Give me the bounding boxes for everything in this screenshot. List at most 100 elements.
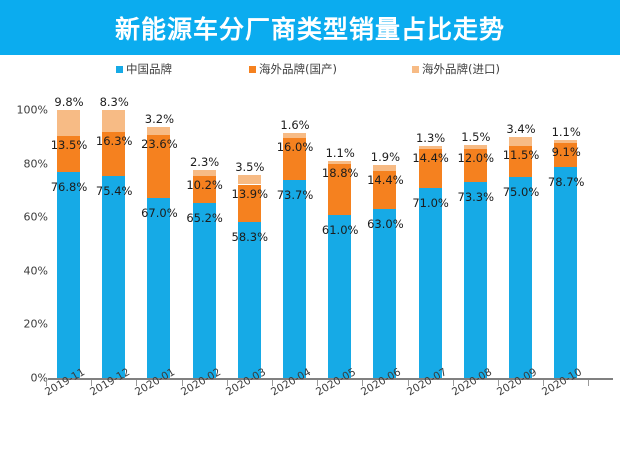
bar-group[interactable] bbox=[328, 110, 352, 378]
data-label-china: 73.3% bbox=[457, 189, 495, 204]
bar-segment-overseas-import[interactable] bbox=[509, 137, 532, 147]
bar-group[interactable] bbox=[237, 110, 261, 378]
bar-segment-overseas-import[interactable] bbox=[57, 109, 80, 136]
bar-segment-overseas-import[interactable] bbox=[192, 169, 216, 176]
bar-segment-china[interactable] bbox=[57, 172, 80, 378]
x-tick bbox=[136, 380, 138, 386]
data-label-overseas-domestic: 14.4% bbox=[412, 151, 449, 166]
bar-segment-overseas-import[interactable] bbox=[373, 165, 397, 171]
bar-segment-overseas-domestic[interactable] bbox=[554, 142, 578, 168]
bar-group[interactable] bbox=[554, 110, 578, 378]
bar-segment-overseas-domestic[interactable] bbox=[102, 132, 126, 176]
data-label-china: 61.0% bbox=[321, 222, 359, 237]
bar-segment-overseas-domestic[interactable] bbox=[373, 170, 397, 210]
bar-segment-overseas-domestic[interactable] bbox=[283, 137, 306, 181]
bar-segment-overseas-import[interactable] bbox=[147, 126, 171, 136]
legend-item-1[interactable]: 海外品牌(国产) bbox=[249, 60, 337, 78]
x-tick bbox=[543, 380, 545, 386]
data-label-china: 75.4% bbox=[95, 183, 133, 198]
bar-segment-overseas-domestic[interactable] bbox=[463, 149, 487, 182]
bar-segment-china[interactable] bbox=[328, 214, 352, 378]
data-label-china: 73.7% bbox=[276, 188, 314, 203]
bar-segment-overseas-domestic[interactable] bbox=[418, 149, 442, 188]
x-tick bbox=[362, 380, 364, 386]
x-tick bbox=[226, 380, 228, 386]
legend-item-0[interactable]: 中国品牌 bbox=[116, 60, 172, 78]
bar-segment-overseas-domestic[interactable] bbox=[237, 184, 261, 222]
legend-label: 海外品牌(国产) bbox=[259, 62, 337, 76]
data-label-overseas-import: 2.3% bbox=[189, 154, 220, 169]
title-banner: 新能源车分厂商类型销量占比走势 bbox=[0, 0, 620, 55]
x-tick bbox=[317, 380, 319, 386]
bar-segment-china[interactable] bbox=[463, 181, 487, 378]
data-label-overseas-domestic: 12.0% bbox=[457, 151, 495, 166]
data-label-china: 63.0% bbox=[367, 217, 404, 232]
bar-segment-overseas-import[interactable] bbox=[237, 175, 261, 185]
x-tick bbox=[181, 380, 183, 386]
x-tick bbox=[45, 380, 47, 386]
bar-segment-overseas-import[interactable] bbox=[463, 145, 487, 150]
bar-segment-china[interactable] bbox=[237, 221, 261, 378]
bar-group[interactable] bbox=[147, 110, 171, 378]
bar-segment-overseas-domestic[interactable] bbox=[147, 135, 171, 199]
bar-group[interactable] bbox=[57, 109, 80, 378]
y-tick-label: 40% bbox=[23, 264, 48, 278]
bar-segment-overseas-import[interactable] bbox=[328, 161, 352, 165]
bar-segment-overseas-domestic[interactable] bbox=[192, 175, 216, 204]
y-axis: 0% 20% 40% 60% 80% 100% bbox=[0, 0, 48, 465]
data-label-china: 67.0% bbox=[141, 206, 178, 221]
x-tick bbox=[497, 380, 499, 386]
data-label-overseas-domestic: 9.1% bbox=[551, 144, 581, 159]
bar-group[interactable] bbox=[283, 110, 306, 378]
chart-legend: 中国品牌 海外品牌(国产) 海外品牌(进口) bbox=[0, 60, 620, 78]
legend-item-2[interactable]: 海外品牌(进口) bbox=[412, 60, 500, 78]
data-label-overseas-domestic: 10.2% bbox=[186, 177, 223, 192]
data-label-overseas-domestic: 14.4% bbox=[367, 172, 404, 187]
data-label-china: 76.8% bbox=[50, 180, 88, 195]
data-label-overseas-domestic: 18.8% bbox=[321, 166, 359, 181]
legend-label: 中国品牌 bbox=[126, 62, 172, 76]
legend-label: 海外品牌(进口) bbox=[422, 62, 500, 76]
bar-segment-overseas-domestic[interactable] bbox=[328, 164, 352, 215]
bar-segment-china[interactable] bbox=[509, 177, 532, 378]
bar-group[interactable] bbox=[192, 110, 216, 378]
bar-segment-overseas-import[interactable] bbox=[283, 133, 306, 138]
bar-segment-overseas-import[interactable] bbox=[102, 110, 126, 133]
bar-group[interactable] bbox=[509, 110, 532, 378]
data-label-overseas-domestic: 23.6% bbox=[141, 137, 178, 152]
bar-segment-china[interactable] bbox=[283, 180, 306, 378]
data-label-overseas-import: 1.6% bbox=[280, 118, 310, 133]
data-label-china: 65.2% bbox=[186, 211, 223, 226]
data-label-overseas-domestic: 13.5% bbox=[50, 137, 88, 152]
data-label-overseas-import: 1.9% bbox=[370, 150, 400, 165]
bar-segment-overseas-import[interactable] bbox=[418, 145, 442, 150]
bar-group[interactable] bbox=[418, 110, 442, 378]
data-label-overseas-domestic: 11.5% bbox=[502, 148, 540, 163]
data-label-overseas-import: 1.1% bbox=[551, 124, 581, 139]
data-label-overseas-import: 3.4% bbox=[506, 122, 536, 137]
bar-segment-china[interactable] bbox=[147, 198, 171, 378]
bar-segment-china[interactable] bbox=[102, 175, 126, 378]
square-swatch-icon bbox=[249, 65, 256, 73]
bar-group[interactable] bbox=[463, 110, 487, 378]
bar-group[interactable] bbox=[373, 110, 397, 378]
bar-group[interactable] bbox=[102, 110, 126, 378]
data-label-overseas-domestic: 16.3% bbox=[95, 134, 133, 149]
x-tick bbox=[91, 380, 93, 386]
data-label-overseas-import: 1.1% bbox=[325, 146, 355, 161]
bar-segment-overseas-import[interactable] bbox=[554, 139, 578, 143]
bar-segment-overseas-domestic[interactable] bbox=[509, 146, 532, 177]
y-tick-label: 20% bbox=[23, 317, 48, 331]
y-tick-label: 0% bbox=[30, 371, 48, 385]
bar-segment-china[interactable] bbox=[418, 187, 442, 378]
data-label-overseas-import: 3.2% bbox=[144, 111, 174, 126]
bar-segment-china[interactable] bbox=[192, 203, 216, 378]
bar-segment-china[interactable] bbox=[373, 209, 397, 378]
bar-segment-overseas-domestic[interactable] bbox=[57, 135, 80, 173]
x-tick bbox=[588, 380, 590, 386]
y-tick-label: 60% bbox=[23, 210, 48, 224]
bar-segment-china[interactable] bbox=[554, 167, 578, 378]
data-label-overseas-import: 9.8% bbox=[54, 94, 84, 109]
y-tick-label: 80% bbox=[23, 157, 48, 171]
x-tick bbox=[271, 380, 273, 386]
